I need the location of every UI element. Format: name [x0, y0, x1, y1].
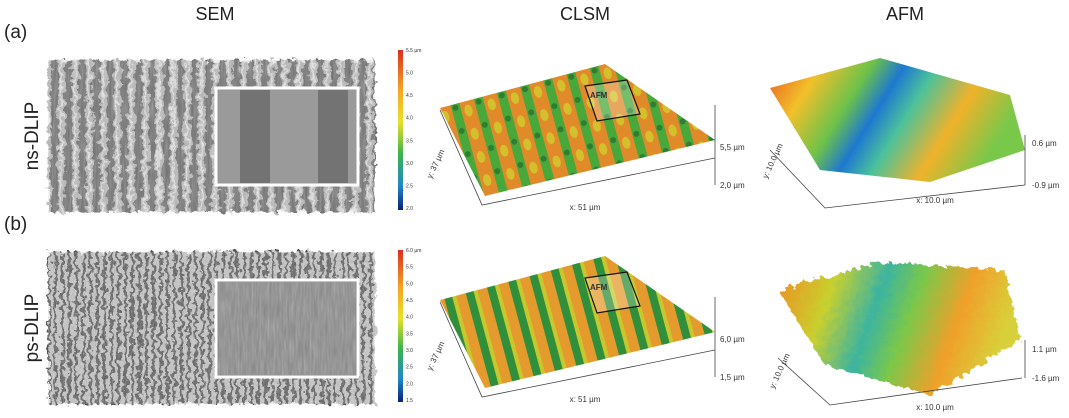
colorbar-tick-label: 3.0 [406, 348, 413, 354]
panel-label: (b) [4, 214, 27, 235]
sem-image [48, 252, 375, 404]
colorbar-tick-label: 4.5 [406, 298, 413, 304]
afm-z-bottom: -1.6 µm [1032, 374, 1060, 383]
page: {"columns":["SEM","CLSM","AFM"], "rows":… [0, 0, 1069, 418]
colorbar-tick-label: 5.5 [406, 265, 413, 271]
afm-z-top: 1.1 µm [1032, 345, 1057, 354]
sem-image [48, 60, 375, 212]
colorbar-tick-label: 2.5 [406, 183, 413, 189]
afm-region-label: AFM [590, 283, 608, 292]
colorbar-tick-label: 5.0 [406, 71, 413, 77]
afm-y-label: y: 10.0 µm [768, 352, 792, 390]
clsm-z-top: 6,0 µm [720, 335, 745, 344]
colorbar-tick-label: 5.5 µm [406, 48, 421, 54]
column-header: AFM [886, 4, 924, 24]
colorbar-tick-label: 2.0 [406, 381, 413, 387]
colorbar-tick-label: 4.5 [406, 93, 413, 99]
colorbar-tick-label: 6.0 µm [406, 248, 421, 254]
sem-inset-band [240, 90, 270, 183]
clsm-z-bottom: 1,5 µm [720, 373, 745, 382]
clsm-z-top: 5,5 µm [720, 143, 745, 152]
afm-region-label: AFM [590, 91, 608, 100]
column-header: SEM [195, 4, 234, 24]
colorbar [398, 250, 403, 402]
afm-surface [770, 58, 1025, 182]
clsm-x-label: x: 51 µm [570, 395, 601, 404]
colorbar-tick-label: 4.0 [406, 315, 413, 321]
colorbar-tick-label: 1.5 [406, 398, 413, 404]
afm-surface [778, 262, 1020, 395]
clsm-y-label: y: 37 µm [425, 148, 446, 180]
colorbar-tick-label: 2.5 [406, 365, 413, 371]
colorbar-tick-label: 3.5 [406, 138, 413, 144]
afm-z-bottom: -0.9 µm [1032, 181, 1060, 190]
colorbar [398, 50, 403, 210]
panel-label: (a) [4, 22, 27, 43]
afm-z-top: 0.6 µm [1032, 139, 1057, 148]
afm-x-label: x: 10.0 µm [916, 196, 954, 205]
colorbar-tick-label: 5.0 [406, 281, 413, 287]
sem-inset-texture [218, 282, 356, 375]
colorbar-tick-label: 4.0 [406, 116, 413, 122]
afm-y-label: y: 10.0 µm [761, 142, 785, 180]
clsm-x-label: x: 51 µm [570, 203, 601, 212]
colorbar-tick-label: 3.5 [406, 331, 413, 337]
row-label: ps-DLIP [22, 294, 43, 363]
clsm-surface [440, 64, 715, 196]
clsm-z-bottom: 2,0 µm [720, 181, 745, 190]
clsm-surface [440, 256, 715, 388]
colorbar-tick-label: 2.0 [406, 206, 413, 212]
clsm-y-label: y: 37 µm [425, 340, 446, 372]
afm-x-label: x: 10.0 µm [916, 403, 954, 412]
column-header: CLSM [560, 4, 610, 24]
sem-inset-band [318, 90, 348, 183]
figure: SEM CLSM AFM (a) ns-DLIP 5.5 µm 5.0 4.5 4.0 3.5 3.… [0, 0, 1069, 418]
colorbar-tick-label: 3.0 [406, 161, 413, 167]
row-label: ns-DLIP [22, 102, 43, 171]
